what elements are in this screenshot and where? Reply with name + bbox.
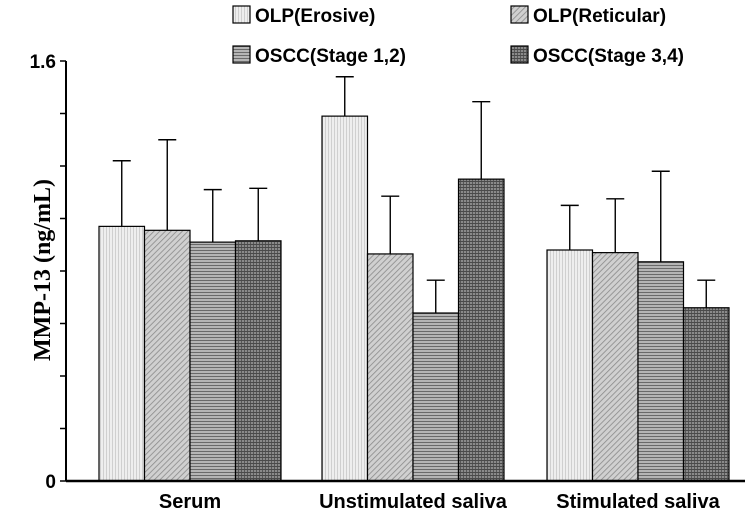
bar — [234, 240, 282, 482]
bar — [546, 249, 594, 482]
bar — [591, 252, 639, 482]
bar — [189, 241, 237, 482]
y-axis-title: MMP-13 (ng/mL) — [30, 179, 56, 361]
legend-label: OSCC(Stage 3,4) — [533, 46, 684, 67]
bar — [321, 115, 369, 482]
legend-label: OSCC(Stage 1,2) — [255, 46, 406, 67]
x-axis: Serum Unstimulated saliva Stimulated saliv… — [66, 479, 745, 513]
legend-swatch — [510, 5, 529, 24]
legend-label: OLP(Erosive) — [255, 6, 375, 27]
y-axis: 01.6 — [30, 52, 67, 493]
legend-swatch — [232, 5, 251, 24]
bar — [682, 307, 730, 482]
legend-label: OLP(Reticular) — [533, 6, 666, 27]
x-tick-label: Unstimulated saliva — [319, 491, 508, 513]
legend: OLP(Erosive) OLP(Reticular) OSCC(Stage 1,2… — [232, 5, 684, 67]
x-tick-label: Stimulated saliva — [556, 491, 720, 513]
bar — [412, 312, 460, 482]
legend-swatch — [232, 45, 251, 64]
bar — [98, 225, 146, 482]
y-tick-label: 1.6 — [30, 52, 56, 73]
bar — [143, 229, 191, 482]
x-tick-label: Serum — [159, 491, 221, 513]
y-tick-label: 0 — [45, 472, 56, 493]
bars — [98, 76, 730, 482]
legend-swatch — [510, 45, 529, 64]
bar — [457, 178, 505, 482]
bar — [366, 253, 414, 482]
bar — [637, 261, 685, 482]
